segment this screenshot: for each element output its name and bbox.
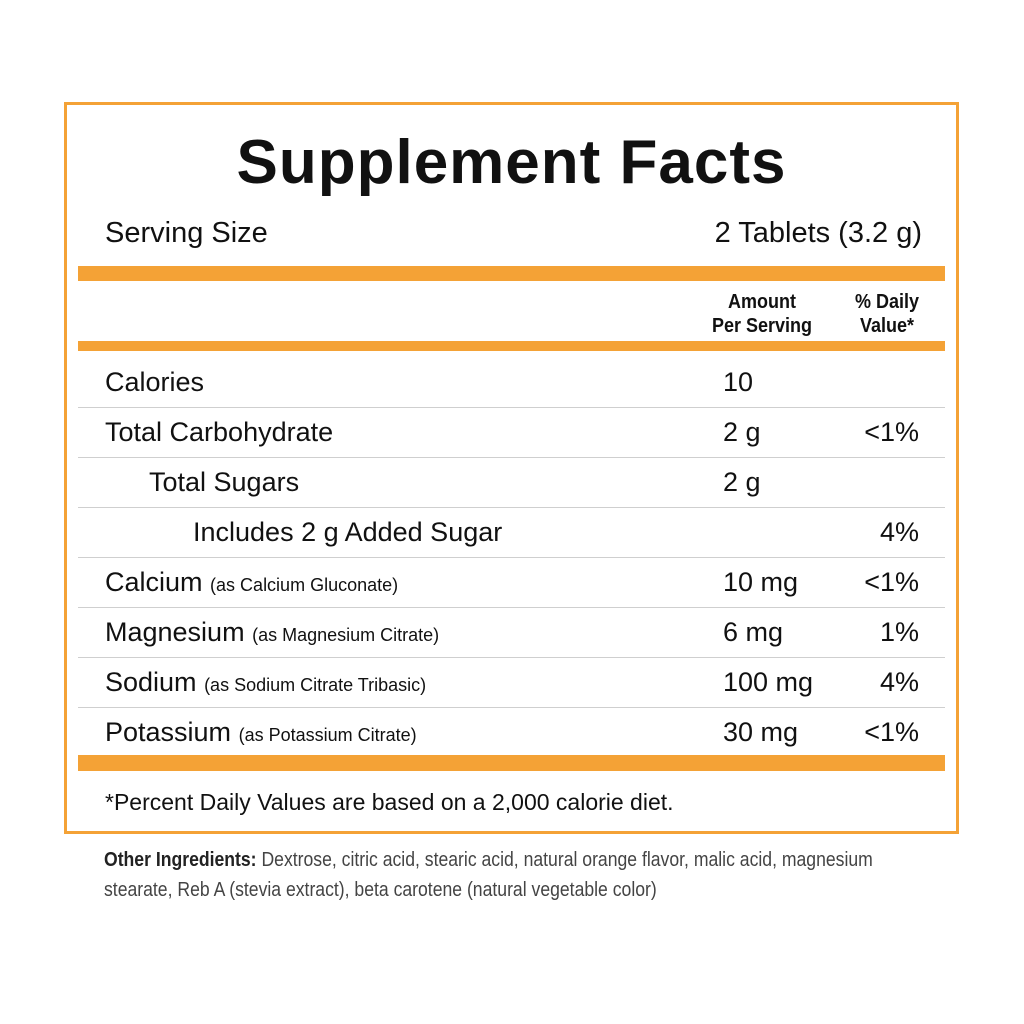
nutrient-row: Total Sugars 2 g [78,457,945,508]
nutrient-label: Magnesium [105,617,245,647]
nutrient-row: Sodium (as Sodium Citrate Tribasic) 100 m… [78,657,945,708]
nutrient-label: Total Carbohydrate [105,417,334,447]
other-ingredients-label: Other Ingredients: [104,849,257,871]
nutrient-label: Calories [105,367,205,397]
nutrient-row: Total Carbohydrate 2 g <1% [78,407,945,458]
nutrient-row: Calcium (as Calcium Gluconate) 10 mg <1% [78,557,945,608]
nutrient-amount: 10 [723,367,754,397]
nutrient-daily-value: <1% [864,567,919,597]
nutrient-amount: 100 mg [723,667,814,697]
nutrient-name: Total Carbohydrate [105,417,333,448]
nutrient-source: (as Calcium Gluconate) [210,575,399,595]
other-ingredients: Other Ingredients: Dextrose, citric acid… [104,845,922,905]
nutrient-amount: 2 g [723,467,761,497]
nutrient-label: Potassium [105,717,232,747]
dv-header-line1: % Daily [854,291,920,313]
nutrient-name: Total Sugars [149,467,299,498]
serving-size-row: Serving Size 2 Tablets (3.2 g) [105,217,922,250]
nutrient-name: Potassium (as Potassium Citrate) [105,717,417,748]
nutrient-name: Calories [105,367,204,398]
nutrient-daily-value: <1% [864,417,919,447]
serving-size-value: 2 Tablets (3.2 g) [714,217,922,249]
amount-header-line1: Amount [727,291,796,313]
nutrient-label: Includes 2 g Added Sugar [193,517,503,547]
nutrient-row: Calories 10 [78,357,945,408]
daily-value-header: % Daily Value* [842,290,932,338]
nutrient-label: Sodium [105,667,197,697]
amount-header: Amount Per Serving [695,290,830,338]
nutrient-amount: 30 mg [723,717,799,747]
nutrient-amount: 10 mg [723,567,799,597]
nutrient-daily-value: 4% [879,517,919,547]
panel-title: Supplement Facts [236,128,787,197]
thick-divider-bottom [78,755,945,771]
nutrient-name: Includes 2 g Added Sugar [193,517,502,548]
nutrient-label: Total Sugars [149,467,300,497]
nutrient-name: Magnesium (as Magnesium Citrate) [105,617,439,648]
nutrient-daily-value: 4% [879,667,919,697]
nutrient-row: Potassium (as Potassium Citrate) 30 mg <1% [78,707,945,757]
nutrient-amount: 6 mg [723,617,784,647]
nutrient-source: (as Magnesium Citrate) [252,625,440,645]
nutrient-row: Magnesium (as Magnesium Citrate) 6 mg 1% [78,607,945,658]
nutrient-daily-value: 1% [879,617,919,647]
nutrient-amount: 2 g [723,417,761,447]
nutrient-daily-value: <1% [864,717,919,747]
serving-size-label: Serving Size [105,217,268,249]
nutrient-label: Calcium [105,567,203,597]
footnote: *Percent Daily Values are based on a 2,0… [105,789,674,815]
nutrient-source: (as Sodium Citrate Tribasic) [204,675,427,695]
nutrient-source: (as Potassium Citrate) [238,725,417,745]
other-ingredients-text: Dextrose, citric acid, stearic acid, nat… [104,849,873,901]
nutrient-name: Sodium (as Sodium Citrate Tribasic) [105,667,426,698]
nutrient-name: Calcium (as Calcium Gluconate) [105,567,398,598]
nutrient-row: Includes 2 g Added Sugar 4% [78,507,945,558]
medium-divider [78,341,945,351]
supplement-facts-panel: Supplement Facts Serving Size 2 Tablets … [64,102,959,834]
dv-header-line2: Value* [859,315,915,337]
amount-header-line2: Per Serving [711,315,813,337]
thick-divider [78,266,945,281]
